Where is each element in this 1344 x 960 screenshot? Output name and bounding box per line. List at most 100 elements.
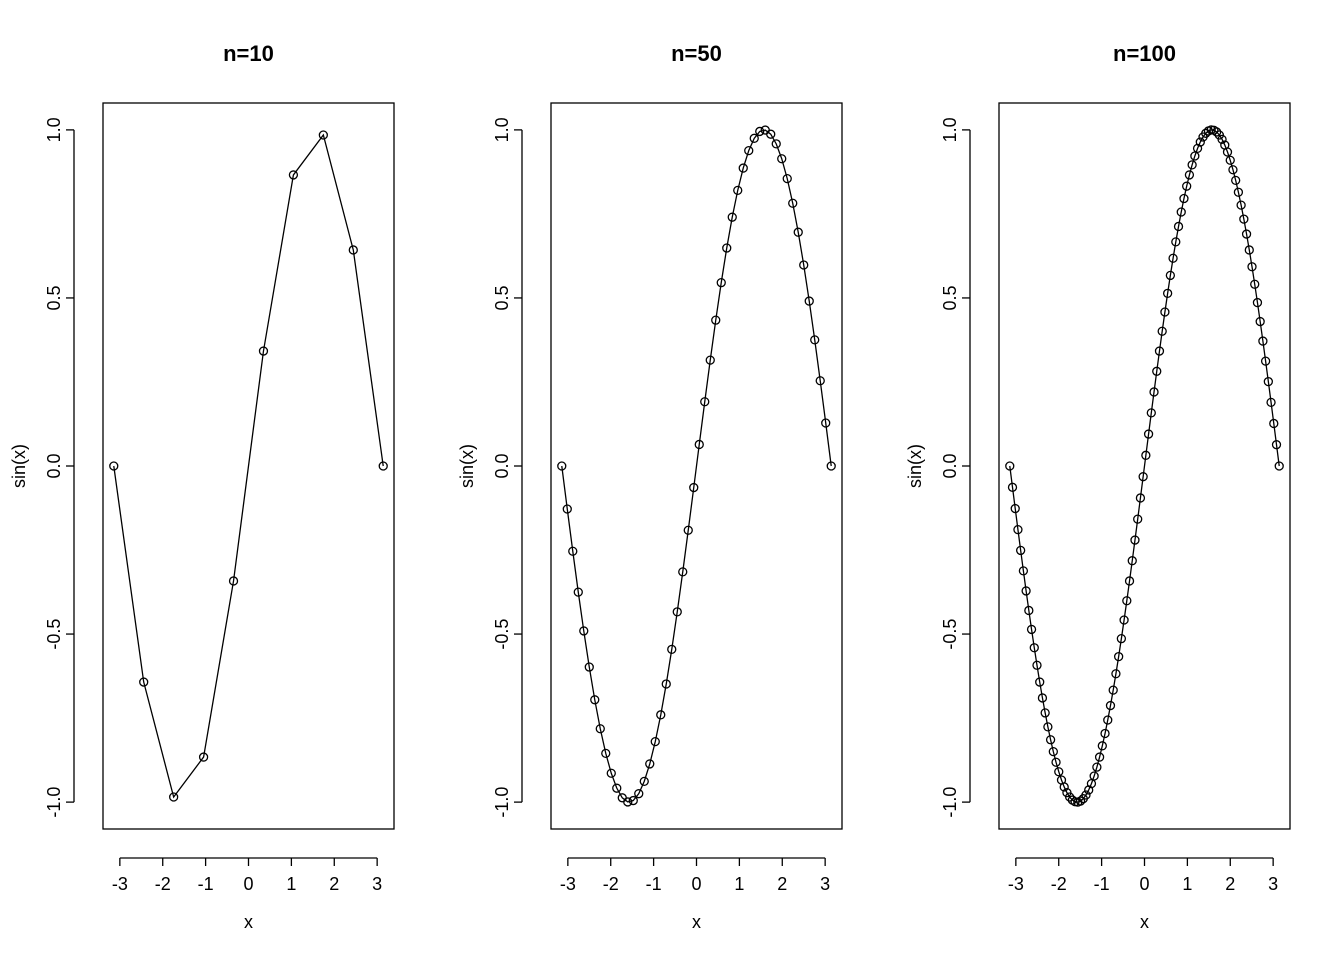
y-tick-label: 1.0 <box>940 117 960 142</box>
data-point <box>1225 155 1235 165</box>
data-point <box>826 461 836 471</box>
y-tick-label: -0.5 <box>44 619 64 650</box>
data-point <box>1037 693 1048 703</box>
data-point <box>1116 634 1127 644</box>
data-point <box>623 797 633 807</box>
x-axis-label: x <box>1140 912 1149 932</box>
data-point <box>1035 677 1045 687</box>
data-point <box>1266 397 1276 408</box>
data-point <box>1217 134 1227 145</box>
x-axis-label: x <box>692 912 701 932</box>
data-point <box>1195 137 1205 147</box>
data-point <box>1097 741 1107 751</box>
data-point <box>793 227 803 237</box>
y-tick-label: -1.0 <box>940 787 960 818</box>
data-point <box>716 278 726 288</box>
data-point <box>1168 253 1178 263</box>
data-point <box>1018 566 1029 576</box>
data-point <box>810 335 820 345</box>
x-tick-label: -2 <box>603 874 619 894</box>
y-tick-label: -0.5 <box>492 619 512 650</box>
data-point <box>1048 746 1058 757</box>
data-point <box>755 126 765 137</box>
data-point <box>601 748 611 759</box>
data-point <box>1007 482 1018 492</box>
chart-panel-3: n=100 -3 -2 -1 0 1 2 3 -1.0 -0.5 0.0 0.5 1.0 x sin(x) <box>905 41 1291 932</box>
x-axis-label: x <box>244 912 253 932</box>
data-point <box>1263 376 1273 387</box>
x-tick-label: 3 <box>372 874 382 894</box>
data-point <box>661 679 671 689</box>
data-point <box>348 245 358 255</box>
data-point <box>1092 762 1102 772</box>
data-point <box>1176 207 1186 217</box>
data-point <box>1111 669 1121 679</box>
data-point <box>749 133 759 143</box>
series-line <box>113 133 384 799</box>
data-point <box>1045 735 1056 745</box>
data-point <box>579 626 589 636</box>
data-point <box>1138 472 1148 482</box>
data-point <box>645 759 655 769</box>
y-tick-label: 0.5 <box>44 285 64 310</box>
data-point <box>1043 722 1053 732</box>
data-point <box>705 355 715 365</box>
data-point <box>198 752 209 762</box>
data-point <box>683 525 693 535</box>
x-tick-label: -1 <box>198 874 214 894</box>
data-point <box>1024 605 1034 616</box>
data-point <box>1026 624 1037 635</box>
data-point <box>1054 767 1064 777</box>
data-point <box>1271 440 1282 450</box>
y-tick-label: 0.0 <box>44 453 64 478</box>
data-point <box>1127 556 1137 566</box>
chart-title: n=50 <box>671 41 722 66</box>
data-point <box>1173 221 1184 232</box>
data-point <box>1228 165 1238 175</box>
x-tick-label: 0 <box>691 874 701 894</box>
x-tick-label: 1 <box>286 874 296 894</box>
data-point <box>1149 387 1159 397</box>
data-point <box>1143 429 1154 439</box>
data-point <box>1269 418 1279 429</box>
data-point <box>378 461 388 471</box>
x-tick-label: -3 <box>1008 874 1024 894</box>
data-point <box>1010 503 1020 514</box>
data-point <box>258 346 269 356</box>
data-point <box>694 439 704 450</box>
y-tick-label: 0.0 <box>492 453 512 478</box>
chart-title: n=10 <box>223 41 274 66</box>
data-point <box>1146 408 1156 418</box>
data-point <box>1005 461 1015 471</box>
data-point <box>689 482 699 493</box>
data-point <box>634 789 644 799</box>
y-axis-label: sin(x) <box>9 444 29 488</box>
data-point <box>1222 147 1233 157</box>
data-point <box>1236 200 1246 210</box>
data-point <box>1239 214 1249 224</box>
data-point <box>1094 752 1105 762</box>
data-point <box>568 546 578 556</box>
x-tick-label: -2 <box>1051 874 1067 894</box>
data-point <box>722 243 732 253</box>
data-point <box>733 185 743 196</box>
data-point <box>711 315 721 325</box>
y-tick-label: 0.5 <box>940 285 960 310</box>
data-point <box>1171 237 1181 247</box>
data-point <box>738 163 748 173</box>
data-point <box>1124 576 1135 586</box>
data-point <box>1160 307 1170 317</box>
data-point <box>573 587 583 597</box>
data-point <box>1252 297 1263 308</box>
data-point <box>771 139 781 149</box>
series-line <box>561 129 832 803</box>
data-point <box>1162 288 1173 298</box>
data-point <box>1119 615 1129 625</box>
data-point <box>1157 326 1167 336</box>
plot-frame <box>102 102 395 830</box>
data-point <box>590 695 600 705</box>
data-point <box>169 792 179 802</box>
data-point <box>1154 346 1165 356</box>
x-tick-label: -1 <box>646 874 662 894</box>
